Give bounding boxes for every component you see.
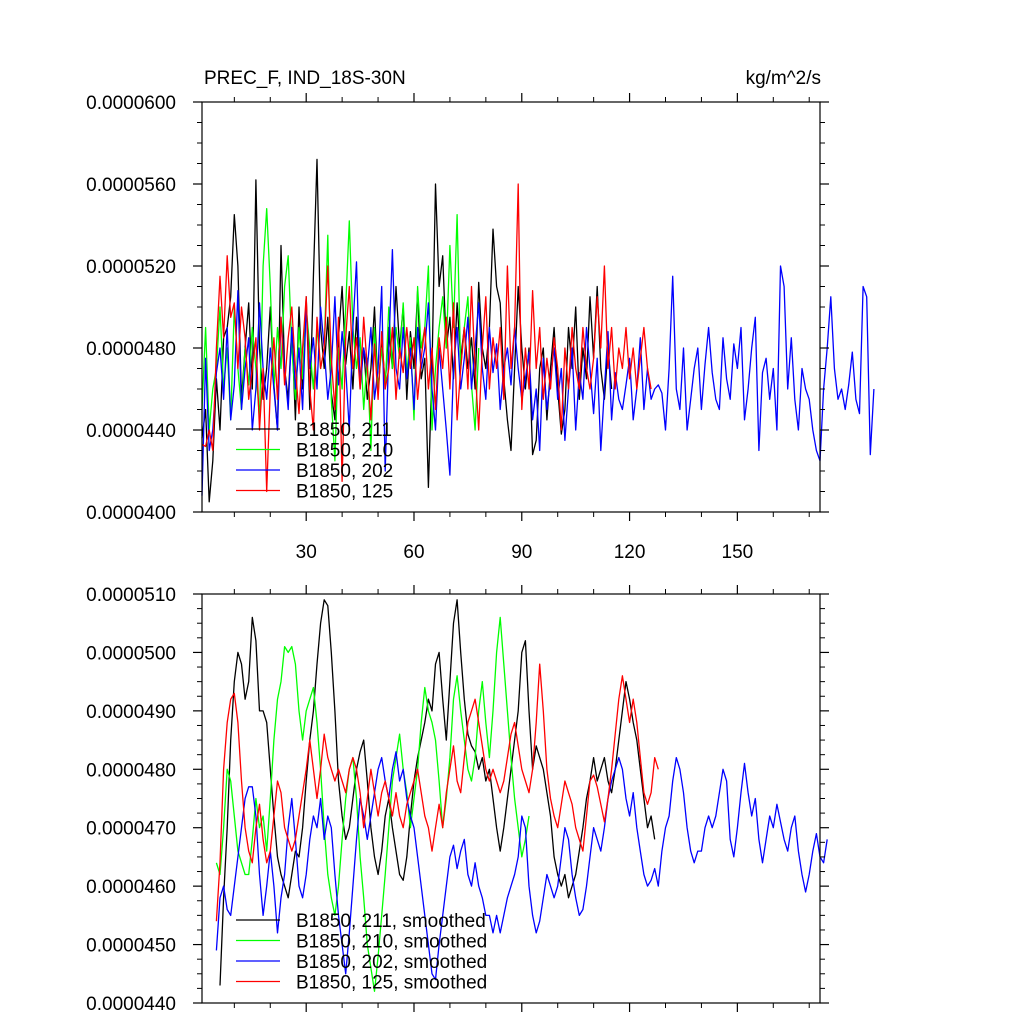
series-line-4 [201, 183, 652, 493]
legend-label-1: B1850, 211, smoothed [296, 911, 486, 932]
legend-label-2: B1850, 210, smoothed [296, 932, 487, 953]
y-tick-label: 0.0000450 [86, 936, 176, 957]
top-axes: 0.0000400 0.0000440 0.0000480 0.0000520 0.00… [86, 93, 829, 563]
y-tick-label: 0.0000520 [86, 257, 176, 278]
series-line-3 [215, 751, 828, 981]
x-tick-label: 30 [296, 542, 317, 563]
y-tick-label: 0.0000480 [86, 760, 176, 781]
legend-label-4: B1850, 125 [296, 482, 393, 503]
y-tick-label: 0.0000600 [86, 93, 176, 114]
series-line-1 [219, 599, 656, 986]
y-tick-label: 0.0000510 [86, 585, 176, 606]
y-tick-label: 0.0000480 [86, 339, 176, 360]
y-tick-label: 0.0000500 [86, 643, 176, 664]
bottom-series-group [215, 599, 828, 992]
series-line-4 [215, 663, 659, 922]
series-line-1 [201, 158, 613, 503]
top-title-right: kg/m^2/s [746, 68, 821, 89]
y-tick-label: 0.0000400 [86, 503, 176, 524]
x-tick-label: 120 [614, 542, 646, 563]
x-tick-label: 90 [511, 542, 532, 563]
y-tick-label: 0.0000560 [86, 175, 176, 196]
y-tick-label: 0.0000440 [86, 421, 176, 442]
top-series-group [201, 158, 875, 503]
bottom-axes: 0.0000440 0.0000450 0.0000460 0.0000470 0.00… [86, 585, 829, 1015]
legend-label-4: B1850, 125, smoothed [296, 973, 487, 994]
x-tick-label: 60 [403, 542, 424, 563]
x-tick-label: 150 [722, 542, 754, 563]
y-tick-label: 0.0000470 [86, 819, 176, 840]
bottom-panel: 0.0000440 0.0000450 0.0000460 0.0000470 0.00… [86, 585, 829, 1015]
legend-label-3: B1850, 202 [296, 461, 393, 482]
legend-label-3: B1850, 202, smoothed [296, 952, 487, 973]
top-title-left: PREC_F, IND_18S-30N [204, 68, 406, 89]
legend-label-1: B1850, 211 [296, 420, 392, 441]
y-tick-label: 0.0000460 [86, 877, 176, 898]
series-line-2 [215, 616, 530, 992]
y-tick-label: 0.0000490 [86, 702, 176, 723]
y-tick-label: 0.0000440 [86, 994, 176, 1015]
series-line-3 [201, 248, 875, 496]
legend-label-2: B1850, 210 [296, 441, 393, 462]
top-panel: PREC_F, IND_18S-30N kg/m^2/s 0.00004000.… [86, 68, 875, 563]
